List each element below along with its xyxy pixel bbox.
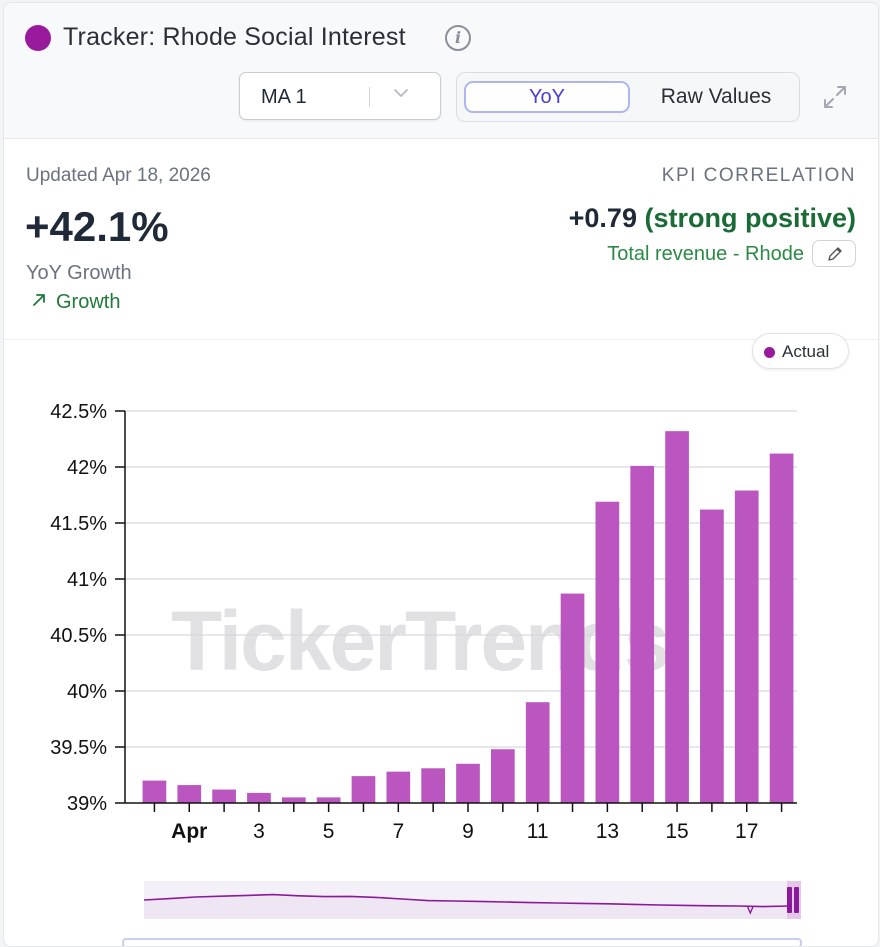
bar[interactable] (142, 780, 167, 803)
navigator-line (143, 893, 790, 908)
x-tick-label: 5 (323, 820, 335, 843)
expand-icon[interactable] (821, 83, 849, 111)
kpi-strength: (strong positive) (644, 203, 856, 233)
bar[interactable] (665, 431, 689, 803)
y-tick-label: 42.5% (50, 401, 107, 423)
navigator-area (144, 894, 789, 919)
bar[interactable] (560, 593, 585, 803)
y-axis-ticks: 39% 39.5% 40% 40.5% 41% 41.5% 42% 42.5% (50, 401, 125, 815)
bar[interactable] (630, 465, 655, 803)
bar[interactable] (456, 763, 480, 803)
arrow-up-right-icon (33, 294, 45, 306)
view-toggle: YoY Raw Values (456, 72, 800, 122)
updated-date: Updated Apr 18, 2026 (26, 165, 211, 186)
range-navigator[interactable] (143, 881, 801, 919)
x-tick-label: 9 (462, 820, 474, 843)
kpi-correlation-value: +0.79 (strong positive) (569, 203, 856, 234)
trend-label: Growth (56, 291, 121, 313)
bar[interactable] (421, 768, 446, 803)
edit-kpi-button[interactable] (812, 240, 856, 267)
kpi-coefficient: +0.79 (568, 203, 637, 233)
moving-average-select[interactable]: MA 1 (239, 72, 441, 120)
yoy-growth-label: YoY Growth (26, 262, 132, 284)
bar[interactable] (700, 509, 724, 803)
x-tick-label: Apr (171, 820, 207, 843)
navigator-handle-left[interactable] (787, 887, 792, 913)
tab-yoy[interactable]: YoY (464, 81, 630, 113)
chart-axes (124, 411, 797, 804)
y-tick-label: 40.5% (50, 625, 107, 647)
card-header: Tracker: Rhode Social Interest i MA 1 Yo… (4, 3, 878, 139)
x-axis-ticks: Apr 3 5 7 9 11 13 15 17 (153, 803, 783, 843)
yoy-bar-chart: TickerTrends 39% 39.5% 40% 40.5% 41% 41.5% 42%… (50, 401, 801, 919)
y-tick-label: 39% (67, 793, 107, 815)
x-tick-label: 13 (596, 820, 619, 843)
page-title: Tracker: Rhode Social Interest (63, 23, 406, 51)
info-icon[interactable]: i (445, 25, 471, 51)
bar[interactable] (769, 453, 794, 803)
watermark: TickerTrends (171, 594, 668, 688)
bar[interactable] (386, 771, 411, 803)
pencil-icon (828, 247, 842, 261)
section-divider (4, 339, 878, 340)
y-tick-label: 42% (67, 457, 107, 479)
legend-actual-swatch (764, 347, 775, 358)
legend-actual[interactable]: Actual (752, 333, 849, 369)
trend-indicator: Growth (30, 291, 120, 314)
chevron-down-icon[interactable] (393, 85, 409, 101)
y-tick-label: 41% (67, 569, 107, 591)
chart-gridlines (125, 410, 797, 748)
x-tick-label: 7 (392, 820, 404, 843)
x-tick-label: 3 (253, 820, 265, 843)
bar[interactable] (177, 785, 202, 803)
tab-raw-values[interactable]: Raw Values (660, 85, 772, 108)
y-tick-label: 40% (67, 681, 107, 703)
kpi-metric-name: Total revenue - Rhode (607, 243, 804, 265)
y-tick-label: 41.5% (50, 513, 107, 535)
tracker-card: Tracker: Rhode Social Interest i MA 1 Yo… (3, 2, 879, 947)
bar[interactable] (247, 792, 271, 803)
bar[interactable] (525, 702, 550, 803)
brand-dot (25, 25, 51, 51)
kpi-correlation-label: KPI CORRELATION (661, 165, 856, 186)
bar[interactable] (595, 501, 620, 803)
yoy-growth-value: +42.1% (25, 203, 169, 250)
bar[interactable] (734, 490, 759, 803)
x-tick-label: 15 (665, 820, 688, 843)
chart-bars (142, 431, 794, 803)
x-tick-label: 17 (735, 820, 758, 843)
bar[interactable] (281, 797, 306, 803)
bar[interactable] (351, 776, 376, 803)
moving-average-value: MA 1 (261, 86, 307, 108)
select-separator (369, 87, 370, 107)
navigator-handle-right[interactable] (794, 887, 799, 913)
y-tick-label: 39.5% (50, 737, 107, 759)
legend-actual-label: Actual (782, 342, 830, 361)
bottom-scrollbar[interactable] (122, 938, 802, 946)
navigator-dip (746, 905, 754, 915)
bar[interactable] (316, 797, 341, 803)
bar[interactable] (490, 749, 515, 803)
x-tick-label: 11 (527, 820, 549, 843)
bar[interactable] (212, 789, 236, 803)
